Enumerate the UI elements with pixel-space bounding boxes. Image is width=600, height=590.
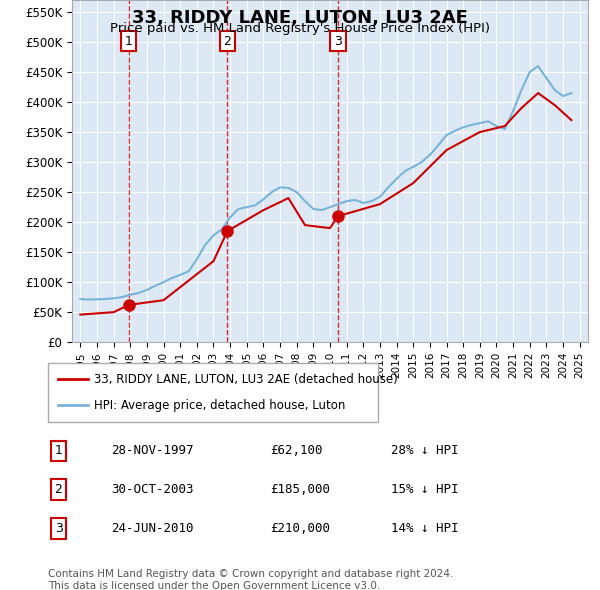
- Text: 28% ↓ HPI: 28% ↓ HPI: [391, 444, 459, 457]
- Text: £62,100: £62,100: [270, 444, 322, 457]
- Text: 33, RIDDY LANE, LUTON, LU3 2AE (detached house): 33, RIDDY LANE, LUTON, LU3 2AE (detached…: [94, 373, 398, 386]
- Text: 1: 1: [125, 35, 133, 48]
- FancyBboxPatch shape: [48, 363, 378, 422]
- Text: 1: 1: [55, 444, 62, 457]
- Text: 33, RIDDY LANE, LUTON, LU3 2AE: 33, RIDDY LANE, LUTON, LU3 2AE: [132, 9, 468, 27]
- Text: 24-JUN-2010: 24-JUN-2010: [112, 522, 194, 535]
- Text: 2: 2: [55, 483, 62, 496]
- Text: 30-OCT-2003: 30-OCT-2003: [112, 483, 194, 496]
- Text: 15% ↓ HPI: 15% ↓ HPI: [391, 483, 459, 496]
- Text: HPI: Average price, detached house, Luton: HPI: Average price, detached house, Luto…: [94, 399, 346, 412]
- Text: £210,000: £210,000: [270, 522, 330, 535]
- Text: 2: 2: [223, 35, 231, 48]
- Text: Price paid vs. HM Land Registry's House Price Index (HPI): Price paid vs. HM Land Registry's House …: [110, 22, 490, 35]
- Text: Contains HM Land Registry data © Crown copyright and database right 2024.
This d: Contains HM Land Registry data © Crown c…: [48, 569, 454, 590]
- Text: 3: 3: [334, 35, 342, 48]
- Text: 28-NOV-1997: 28-NOV-1997: [112, 444, 194, 457]
- Text: 14% ↓ HPI: 14% ↓ HPI: [391, 522, 459, 535]
- Text: 3: 3: [55, 522, 62, 535]
- Text: £185,000: £185,000: [270, 483, 330, 496]
